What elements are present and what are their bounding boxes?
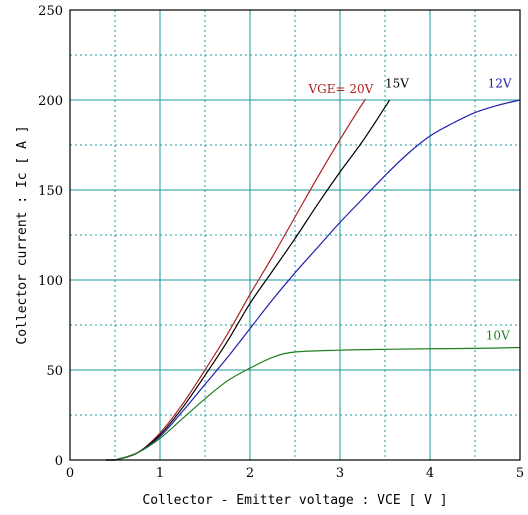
series-label-1: 15V [385, 76, 409, 90]
series-label-0: VGE= 20V [308, 82, 374, 96]
x-tick-label: 3 [336, 466, 344, 481]
series-line-1 [106, 99, 391, 461]
y-tick-label: 250 [38, 4, 63, 19]
grid-major [70, 10, 520, 460]
series-line-2 [106, 99, 521, 461]
x-tick-label: 0 [66, 466, 74, 481]
plot-frame [69, 9, 521, 461]
series-lines [106, 98, 521, 461]
series-line-0 [106, 98, 366, 461]
y-tick-label: 100 [38, 274, 63, 289]
x-tick-label: 4 [426, 466, 434, 481]
y-axis-title: Collector current : Ic [ A ] [15, 125, 30, 344]
x-axis-title: Collector - Emitter voltage : VCE [ V ] [142, 493, 447, 508]
y-tick-label: 200 [38, 94, 63, 109]
series-line-3 [106, 346, 521, 461]
x-tick-labels: 0 1 2 3 4 5 [66, 466, 524, 481]
y-tick-label: 0 [55, 454, 63, 469]
series-label-2: 12V [488, 76, 512, 90]
x-tick-label: 5 [516, 466, 524, 481]
series-label-3: 10V [486, 328, 510, 342]
series-labels: VGE= 20V 15V 12V 10V [308, 76, 512, 342]
y-tick-labels: 0 50 100 150 200 250 [38, 4, 63, 469]
grid-minor [70, 10, 520, 460]
y-tick-label: 150 [38, 184, 63, 199]
x-tick-label: 1 [156, 466, 164, 481]
x-tick-label: 2 [246, 466, 254, 481]
y-tick-label: 50 [46, 364, 63, 379]
